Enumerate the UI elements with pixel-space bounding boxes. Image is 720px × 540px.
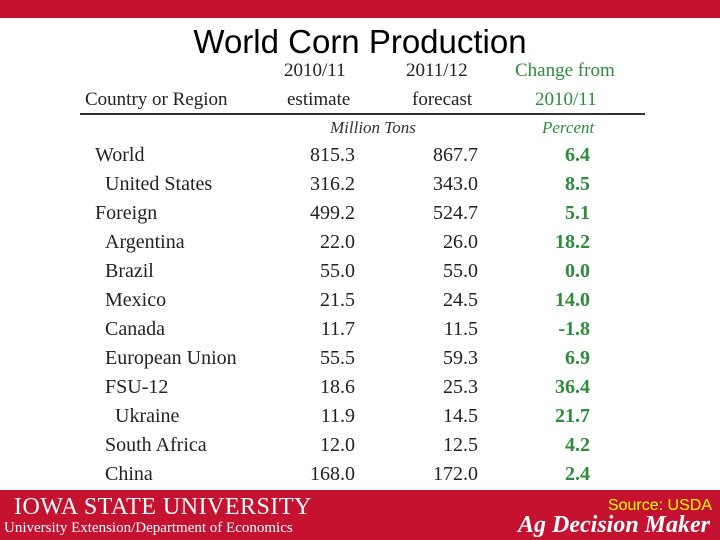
row-2010-estimate: 499.2: [310, 202, 355, 224]
row-percent-change: 36.4: [555, 376, 590, 398]
row-2011-forecast: 11.5: [443, 318, 478, 340]
row-percent-change: 0.0: [565, 260, 590, 282]
table-row: World 815.3 867.7 6.4: [0, 140, 720, 169]
row-2010-estimate: 22.0: [320, 231, 355, 253]
row-percent-change: 6.9: [565, 347, 590, 369]
row-2011-forecast: 172.0: [433, 463, 478, 485]
row-2011-forecast: 867.7: [433, 144, 478, 166]
row-2011-forecast: 55.0: [443, 260, 478, 282]
row-2010-estimate: 18.6: [320, 376, 355, 398]
row-2011-forecast: 25.3: [443, 376, 478, 398]
row-name: China: [105, 463, 153, 485]
brand-logo-text: Ag Decision Maker: [518, 512, 710, 538]
table-row: Brazil 55.0 55.0 0.0: [0, 256, 720, 285]
row-2011-forecast: 524.7: [433, 202, 478, 224]
col3-header-line2: 2010/11: [535, 89, 597, 110]
row-name: World: [95, 144, 145, 166]
university-logo-text: IOWA STATE UNIVERSITY: [14, 494, 312, 520]
row-name: Mexico: [105, 289, 167, 311]
row-name: Canada: [105, 318, 165, 340]
header-divider: [80, 113, 645, 115]
table-row: Mexico 21.5 24.5 14.0: [0, 285, 720, 314]
units-million-tons: Million Tons: [330, 118, 416, 137]
row-percent-change: 6.4: [565, 144, 590, 166]
row-name: South Africa: [105, 434, 207, 456]
table-row: Canada 11.7 11.5 -1.8: [0, 314, 720, 343]
row-name: European Union: [105, 347, 237, 369]
row-percent-change: 5.1: [565, 202, 590, 224]
row-2011-forecast: 24.5: [443, 289, 478, 311]
row-2010-estimate: 21.5: [320, 289, 355, 311]
department-text: University Extension/Department of Econo…: [4, 520, 293, 536]
row-2010-estimate: 316.2: [310, 173, 355, 195]
row-name: United States: [105, 173, 213, 195]
row-percent-change: 18.2: [555, 231, 590, 253]
table-row: European Union 55.5 59.3 6.9: [0, 343, 720, 372]
row-percent-change: 8.5: [565, 173, 590, 195]
source-note: Source: USDA: [607, 497, 712, 514]
row-2010-estimate: 12.0: [320, 434, 355, 456]
col1-header-line1: 2010/11: [284, 60, 346, 81]
row-percent-change: 2.4: [565, 463, 590, 485]
row-name: FSU-12: [105, 376, 169, 398]
row-2010-estimate: 11.9: [320, 405, 355, 427]
row-name: Argentina: [105, 231, 185, 253]
table-row: Foreign 499.2 524.7 5.1: [0, 198, 720, 227]
table-row: United States 316.2 343.0 8.5: [0, 169, 720, 198]
row-2011-forecast: 14.5: [443, 405, 478, 427]
row-2011-forecast: 26.0: [443, 231, 478, 253]
row-name: Brazil: [105, 260, 154, 282]
row-percent-change: 4.2: [565, 434, 590, 456]
row-percent-change: 21.7: [555, 405, 590, 427]
col3-header-line1: Change from: [515, 60, 615, 81]
units-percent: Percent: [542, 118, 595, 137]
row-2011-forecast: 343.0: [433, 173, 478, 195]
row-2010-estimate: 815.3: [310, 144, 355, 166]
row-2010-estimate: 55.0: [320, 260, 355, 282]
table-row: Argentina 22.0 26.0 18.2: [0, 227, 720, 256]
row-2011-forecast: 12.5: [443, 434, 478, 456]
row-percent-change: 14.0: [555, 289, 590, 311]
country-header: Country or Region: [85, 89, 228, 110]
col2-header-line1: 2011/12: [406, 60, 468, 81]
table-row: South Africa 12.0 12.5 4.2: [0, 430, 720, 459]
col2-header-line2: forecast: [412, 89, 473, 110]
table-row: China 168.0 172.0 2.4: [0, 459, 720, 488]
table-row: Ukraine 11.9 14.5 21.7: [0, 401, 720, 430]
row-2010-estimate: 168.0: [310, 463, 355, 485]
col1-header-line2: estimate: [287, 89, 351, 110]
top-accent-bar: [0, 0, 720, 18]
row-name: Foreign: [95, 202, 158, 224]
row-2011-forecast: 59.3: [443, 347, 478, 369]
row-2010-estimate: 55.5: [320, 347, 355, 369]
footer-bar: [0, 490, 720, 540]
table-row: FSU-12 18.6 25.3 36.4: [0, 372, 720, 401]
row-percent-change: -1.8: [558, 318, 590, 340]
row-name: Ukraine: [115, 405, 180, 427]
slide-title: World Corn Production: [193, 23, 527, 60]
row-2010-estimate: 11.7: [320, 318, 355, 340]
